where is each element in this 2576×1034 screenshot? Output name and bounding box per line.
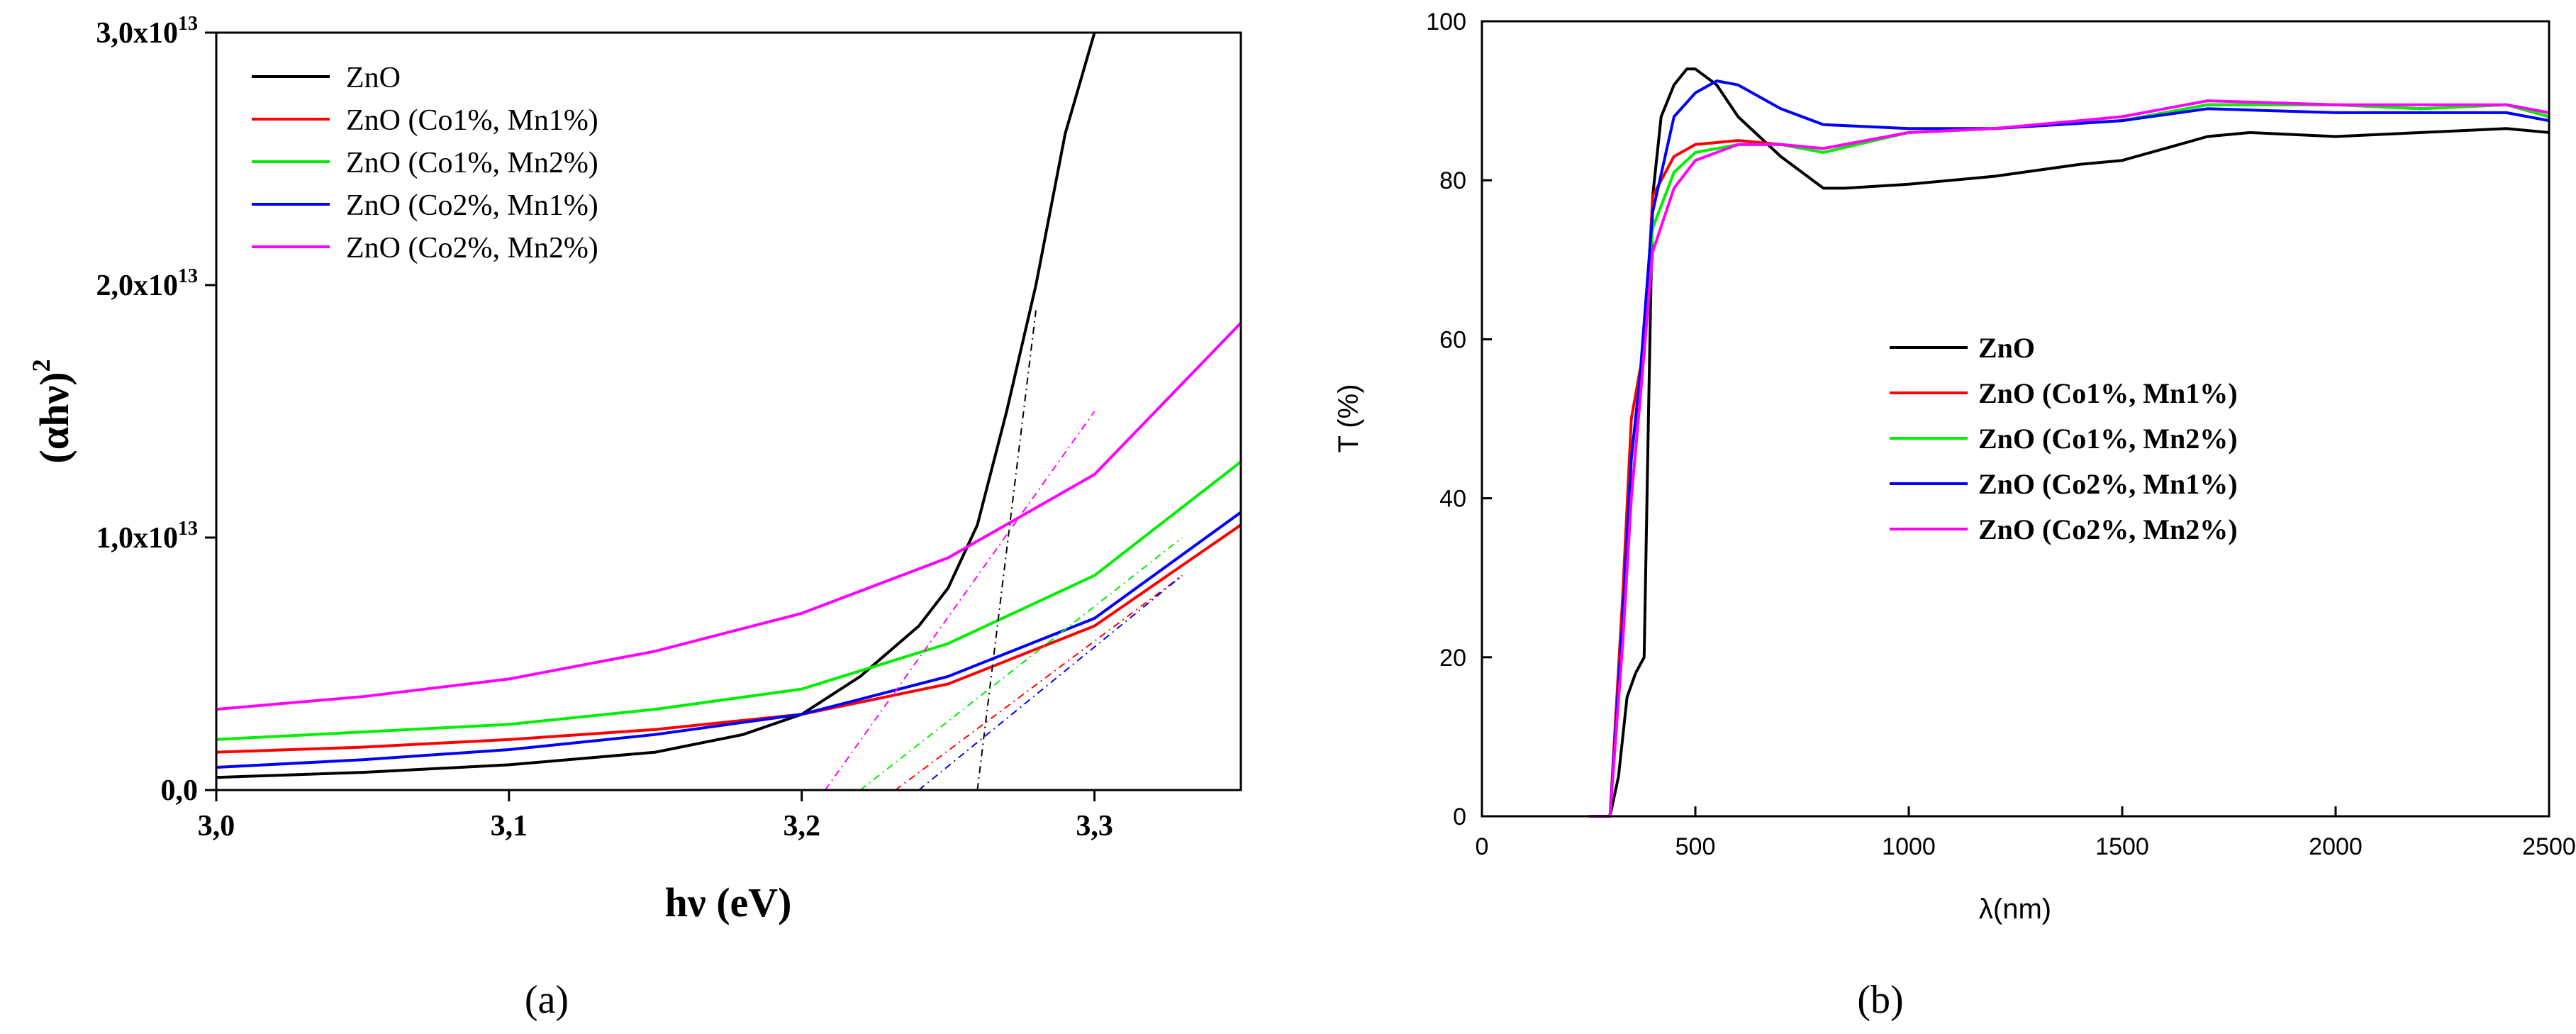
panel-a-legend: ZnO ZnO (Co1%, Mn1%) ZnO (Co1%, Mn2%) ZnO (…	[252, 62, 598, 265]
panel-b-x-tick-label: 2500	[2522, 833, 2576, 860]
panel-a-tangents	[824, 310, 1183, 791]
panel-b-legend-label: ZnO (Co1%, Mn1%)	[1978, 377, 2238, 409]
panel-a-x-axis-label: hν (eV)	[665, 879, 792, 925]
panel-a-x-tick-label: 3,0	[198, 810, 235, 843]
panel-a-zno-co1-mn1-tangent	[895, 574, 1183, 791]
panel-b-x-tick-label: 500	[1675, 833, 1716, 860]
panel-b-x-tick-label: 0	[1476, 833, 1489, 860]
panel-a-x-tick-label: 3,1	[491, 810, 528, 843]
panel-b-y-tick-label: 60	[1439, 326, 1466, 353]
panel-b-x-axis-label: λ(nm)	[1979, 894, 2051, 925]
panel-a-y-ticks: 0,0 1,0x1013 2,0x1013 3,0x1013	[96, 13, 216, 807]
panel-b-y-tick-label: 0	[1453, 804, 1466, 830]
panel-a-legend-label: ZnO (Co1%, Mn1%)	[346, 104, 598, 137]
panel-a-x-tick-label: 3,3	[1076, 810, 1113, 843]
panel-b-series-zno-co1-mn2	[1588, 103, 2550, 818]
panel-a-x-tick-label: 3,2	[783, 810, 820, 843]
panel-b-series-zno-co1-mn1	[1588, 103, 2550, 818]
panel-b-y-tick-label: 20	[1439, 645, 1466, 672]
panel-b-x-tick-label: 1000	[1882, 833, 1936, 860]
panel-b-plot-frame	[1481, 20, 2550, 818]
panel-a-y-tick-label: 3,0x1013	[96, 13, 199, 50]
panel-a-series-zno-co1-mn1	[216, 523, 1242, 754]
panel-b-series-zno-co2-mn2	[1588, 99, 2550, 818]
panel-b-y-axis-label: T (%)	[1333, 384, 1364, 452]
panel-b-y-tick-label: 80	[1439, 167, 1466, 194]
panel-b-legend-label: ZnO (Co2%, Mn2%)	[1978, 513, 2238, 545]
panel-a-y-tick-label: 1,0x1013	[96, 518, 199, 555]
panel-a-y-tick-label: 2,0x1013	[96, 265, 199, 302]
panel-b-legend: ZnO ZnO (Co1%, Mn1%) ZnO (Co1%, Mn2%) ZnO (…	[1890, 332, 2238, 545]
panel-b-y-ticks: 0 20 40 60 80 100	[1426, 9, 1492, 830]
panel-a-legend-label: ZnO	[346, 62, 401, 94]
panel-b-y-tick-label: 100	[1426, 9, 1466, 35]
panel-a-lines	[216, 32, 1242, 779]
panel-a-series-zno-co2-mn2	[216, 322, 1242, 711]
panel-b-label: (b)	[1857, 978, 1903, 1022]
panel-a-y-axis-label-exponent: 2	[27, 359, 55, 372]
panel-b-x-tick-label: 2000	[2309, 833, 2363, 860]
panel-b-legend-label: ZnO (Co2%, Mn1%)	[1978, 468, 2238, 500]
panel-b-series-zno	[1588, 67, 2550, 818]
panel-a-series-zno-co1-mn2	[216, 460, 1242, 741]
panel-a-zno-co1-mn2-tangent	[859, 537, 1183, 791]
panel-a-zno-tangent	[976, 310, 1037, 791]
panel-a-label: (a)	[525, 978, 569, 1022]
panel-b-lines	[1588, 67, 2550, 818]
panel-a-x-ticks: 3,0 3,1 3,2 3,3	[198, 790, 1113, 843]
panel-b-legend-label: ZnO (Co1%, Mn2%)	[1978, 423, 2238, 455]
panel-b-series-zno-co2-mn1	[1588, 79, 2550, 818]
panel-a-zno-co2-mn2-tangent	[824, 411, 1095, 791]
panel-a-legend-label: ZnO (Co2%, Mn2%)	[346, 232, 598, 265]
panel-a-zno-co2-mn1-tangent	[918, 574, 1183, 791]
panel-b-y-tick-label: 40	[1439, 486, 1466, 513]
panel-a-series-zno	[216, 32, 1096, 779]
panel-a-series-zno-co2-mn1	[216, 511, 1242, 769]
panel-b-x-ticks: 0 500 1000 1500 2000 2500	[1476, 806, 2576, 860]
panel-a-y-axis-label: (αhν)2	[27, 359, 77, 463]
panel-a-legend-label: ZnO (Co2%, Mn1%)	[346, 189, 598, 222]
panel-a-y-axis-label-base: (αhν)	[31, 372, 77, 463]
panel-a: 3,0 3,1 3,2 3,3 0,0 1,0x1013 2,0x1013 3,0x1013…	[27, 13, 1242, 1022]
panel-a-y-tick-label: 0,0	[161, 774, 199, 807]
panel-a-legend-label: ZnO (Co1%, Mn2%)	[346, 147, 598, 179]
panel-b-x-tick-label: 1500	[2095, 833, 2149, 860]
panel-a-plot-frame	[215, 31, 1242, 791]
panel-b-legend-label: ZnO	[1978, 332, 2035, 364]
